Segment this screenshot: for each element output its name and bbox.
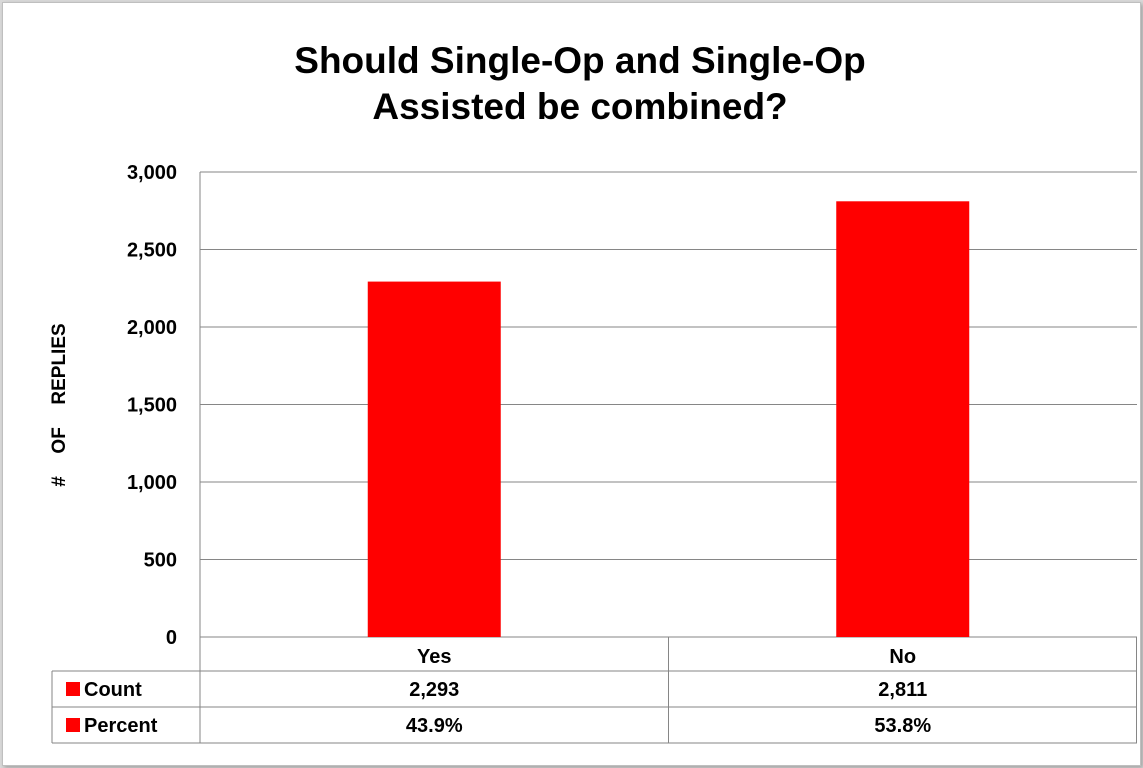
- chart-title-line-1: Should Single-Op and Single-Op: [294, 40, 866, 81]
- table-cell-value: 43.9%: [406, 715, 463, 737]
- x-tick-label: No: [889, 646, 916, 668]
- table-row-label: Percent: [84, 715, 158, 737]
- y-tick-label: 3,000: [127, 162, 177, 184]
- y-tick-label: 2,500: [127, 240, 177, 262]
- legend-key-count: [66, 682, 80, 696]
- table-cell-value: 2,293: [409, 679, 459, 701]
- bar-yes: [367, 281, 501, 637]
- bar-no: [836, 201, 970, 638]
- y-tick-label: 500: [144, 550, 177, 572]
- y-tick-label: 2,000: [127, 317, 177, 339]
- table-cell-value: 53.8%: [874, 715, 931, 737]
- y-tick-label: 1,500: [127, 395, 177, 417]
- chart-title-line-2: Assisted be combined?: [372, 86, 788, 127]
- y-tick-label: 1,000: [127, 472, 177, 494]
- chart-title: Should Single-Op and Single-Op Assisted …: [200, 38, 960, 130]
- x-tick-label: Yes: [417, 646, 451, 668]
- table-cell-value: 2,811: [878, 679, 927, 701]
- y-tick-label: 0: [166, 627, 177, 649]
- legend-key-percent: [66, 718, 80, 732]
- table-row-label: Count: [84, 679, 142, 701]
